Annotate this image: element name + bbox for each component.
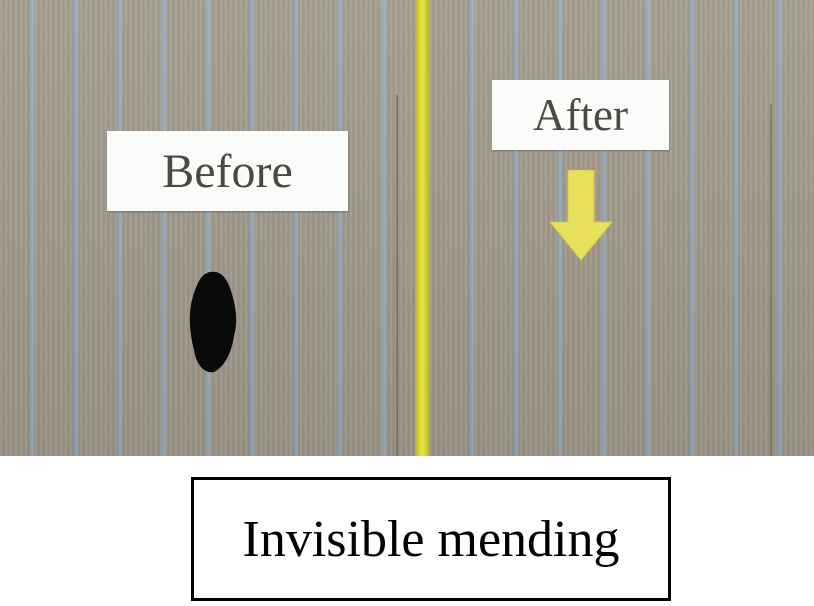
after-label-card: After <box>492 80 669 150</box>
before-label-text: Before <box>162 144 293 198</box>
fabric-hole-shape <box>189 271 237 373</box>
pocket-seam-left <box>396 95 398 456</box>
yellow-divider-line <box>415 0 429 456</box>
caption-box: Invisible mending <box>191 477 671 601</box>
pocket-seam-right <box>770 104 772 456</box>
after-label-text: After <box>533 90 628 140</box>
fabric-comparison-photo: Before After <box>0 0 814 456</box>
caption-text: Invisible mending <box>242 510 620 568</box>
before-label-card: Before <box>107 131 348 211</box>
photo-shading <box>0 0 814 456</box>
arrow-down-icon <box>548 170 614 261</box>
